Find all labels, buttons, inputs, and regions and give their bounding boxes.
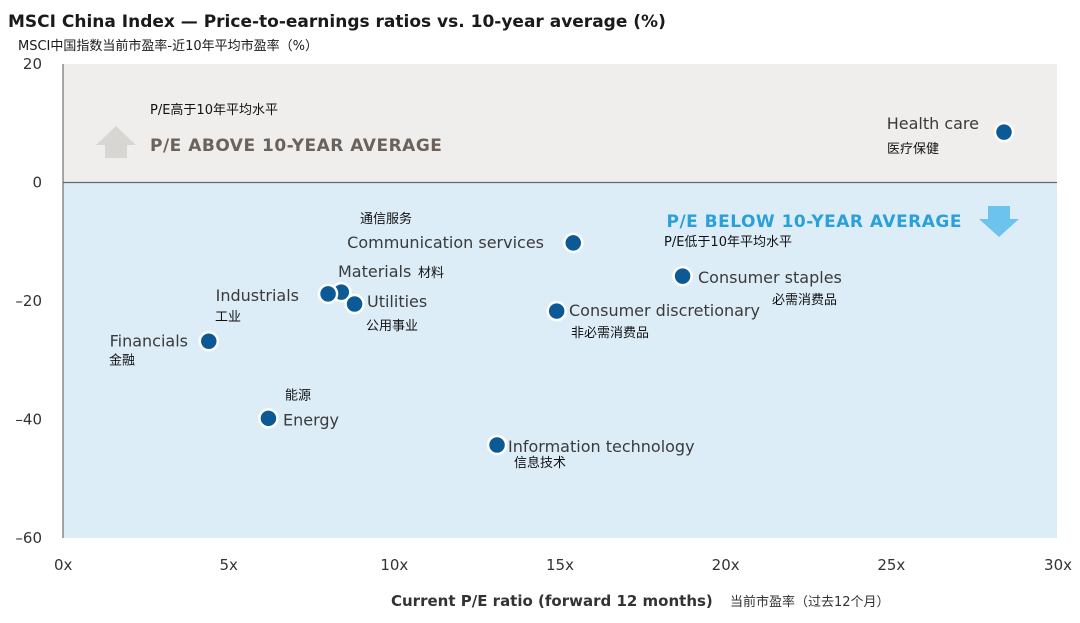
point-label-health-care: Health care: [887, 114, 979, 133]
point-information-technology: [486, 434, 508, 456]
point-energy: [258, 408, 279, 429]
point-health-care: [993, 121, 1015, 143]
x-tick-label: 25x: [877, 556, 905, 574]
zone-below-label-cn: P/E低于10年平均水平: [664, 235, 792, 250]
point-label-cn-materials: 材料: [418, 266, 444, 281]
zone-above-label: P/E ABOVE 10-YEAR AVERAGE: [150, 136, 442, 156]
point-label-materials: Materials: [338, 262, 411, 281]
point-label-cn-financials: 金融: [109, 352, 135, 368]
x-tick-label: 15x: [546, 556, 574, 574]
point-label-cn-energy: 能源: [285, 388, 311, 403]
point-label-utilities: Utilities: [367, 292, 427, 311]
x-tick-label: 0x: [54, 556, 73, 574]
point-label-cn-communication-services: 通信服务: [360, 211, 412, 227]
x-axis-label: Current P/E ratio (forward 12 months): [391, 592, 713, 610]
data-points: [198, 121, 1015, 456]
x-tick-label: 10x: [380, 556, 408, 574]
y-tick-label: 0: [32, 174, 42, 192]
chart-title: MSCI China Index — Price-to-earnings rat…: [8, 12, 666, 32]
point-communication-services: [563, 232, 584, 254]
point-consumer-staples: [672, 265, 693, 287]
point-label-cn-industrials: 工业: [215, 310, 241, 325]
below-arrow-icon: [979, 206, 1019, 237]
point-label-industrials: Industrials: [216, 286, 299, 305]
point-label-information-technology: Information technology: [508, 437, 695, 456]
point-label-energy: Energy: [283, 410, 339, 429]
y-tick-label: –40: [15, 411, 42, 429]
point-industrials: [317, 283, 339, 305]
x-tick-label: 30x: [1044, 556, 1072, 574]
chart-subtitle: MSCI中国指数当前市盈率-近10年平均市盈率（%）: [18, 38, 318, 54]
point-label-consumer-discretionary: Consumer discretionary: [569, 301, 760, 320]
x-axis-label-cn: 当前市盈率（过去12个月）: [730, 594, 890, 610]
data-point-labels: Health care 医疗保健 Communication services 通信服…: [109, 114, 979, 471]
x-tick-label: 5x: [219, 556, 238, 574]
point-label-consumer-staples: Consumer staples: [698, 268, 842, 287]
point-utilities: [344, 293, 365, 315]
point-financials: [198, 331, 220, 352]
y-tick-label: –20: [15, 292, 42, 310]
y-axis-ticks: 20 0 –20 –40 –60: [15, 55, 42, 547]
point-label-cn-health-care: 医疗保健: [887, 142, 939, 157]
zone-above-background: [63, 64, 1057, 183]
point-label-financials: Financials: [110, 331, 188, 350]
y-tick-label: –60: [15, 529, 42, 547]
y-tick-label: 20: [23, 55, 42, 73]
point-consumer-discretionary: [546, 300, 567, 322]
above-arrow-icon: [96, 126, 136, 158]
point-label-cn-utilities: 公用事业: [366, 319, 418, 334]
zone-below-background: [63, 182, 1057, 538]
point-label-communication-services: Communication services: [347, 233, 544, 252]
point-label-cn-consumer-staples: 必需消费品: [772, 293, 837, 308]
zone-below-label: P/E BELOW 10-YEAR AVERAGE: [666, 212, 962, 232]
point-label-cn-consumer-discretionary: 非必需消费品: [571, 326, 649, 341]
x-axis-ticks: 0x 5x 10x 15x 20x 25x 30x: [54, 556, 1072, 574]
point-label-cn-information-technology: 信息技术: [514, 455, 566, 471]
zone-above-label-cn: P/E高于10年平均水平: [150, 102, 278, 118]
x-tick-label: 20x: [712, 556, 740, 574]
